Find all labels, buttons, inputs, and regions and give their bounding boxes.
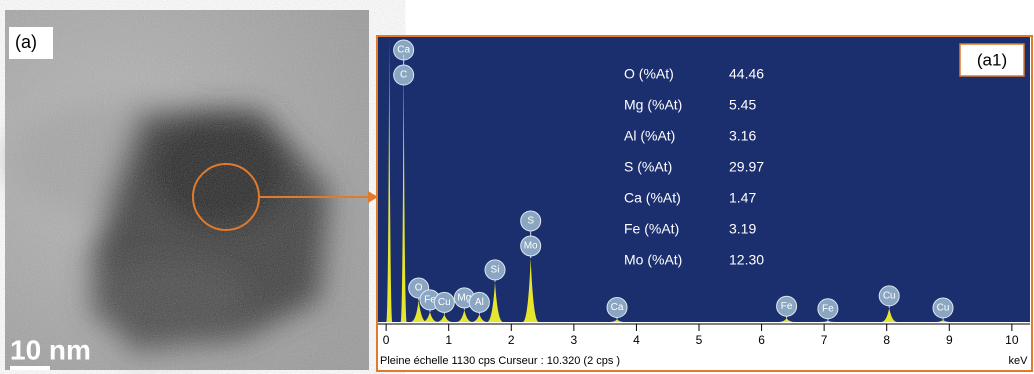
peak-label-bg bbox=[468, 291, 490, 313]
element-label: Fe (%At) bbox=[624, 221, 679, 237]
peak-label: Fe bbox=[781, 301, 793, 312]
x-tick-label: 2 bbox=[508, 333, 515, 347]
peak-label-bg bbox=[484, 259, 506, 281]
x-tick-label: 8 bbox=[883, 333, 890, 347]
peak bbox=[778, 318, 795, 322]
peak-label: Mo bbox=[524, 241, 538, 252]
peak-label-bg bbox=[932, 297, 954, 319]
peak bbox=[400, 54, 407, 322]
x-tick-label: 3 bbox=[571, 333, 578, 347]
scale-bar-label: 10 nm bbox=[10, 334, 91, 365]
peak-label: Fe bbox=[424, 295, 436, 306]
peak-label: C bbox=[400, 70, 407, 81]
element-label: O (%At) bbox=[624, 66, 674, 82]
peak-label: Al bbox=[475, 297, 484, 308]
x-tick-label: 1 bbox=[445, 333, 452, 347]
spectrum-panel: (a1) keV Pleine échelle 1130 cps Curseur… bbox=[376, 35, 1033, 372]
peak-label-bg bbox=[878, 285, 900, 307]
peak bbox=[421, 311, 438, 322]
element-value: 29.97 bbox=[729, 159, 764, 175]
x-unit: keV bbox=[1009, 355, 1029, 367]
peak-label: Fe bbox=[822, 303, 834, 314]
peak-label-bg bbox=[520, 235, 542, 257]
peak-label: Si bbox=[491, 265, 500, 276]
peak-label: Cu bbox=[438, 297, 451, 308]
element-value: 1.47 bbox=[729, 190, 756, 206]
panel-label: (a1) bbox=[977, 50, 1007, 69]
x-tick-label: 4 bbox=[633, 333, 640, 347]
x-tick-label: 7 bbox=[821, 333, 828, 347]
element-value: 12.30 bbox=[729, 252, 764, 268]
x-tick-label: 5 bbox=[696, 333, 703, 347]
peak bbox=[386, 37, 393, 322]
peak-label: Ca bbox=[611, 302, 624, 313]
peak bbox=[487, 281, 504, 322]
element-value: 5.45 bbox=[729, 97, 756, 113]
peak-label-bg bbox=[606, 296, 628, 318]
peak bbox=[471, 314, 488, 322]
x-tick-label: 9 bbox=[946, 333, 953, 347]
element-label: Ca (%At) bbox=[624, 190, 681, 206]
peak bbox=[456, 309, 473, 322]
tem-image: (a) 10 nm bbox=[5, 10, 378, 370]
peak-label: Ca bbox=[397, 45, 410, 56]
element-value: 44.46 bbox=[729, 66, 764, 82]
element-label: S (%At) bbox=[624, 159, 672, 175]
peak bbox=[410, 300, 427, 322]
element-label: Al (%At) bbox=[624, 128, 675, 144]
element-label: Mo (%At) bbox=[624, 252, 682, 268]
peak bbox=[609, 319, 626, 322]
footer: Pleine échelle 1130 cps Curseur : 10.320… bbox=[380, 355, 620, 367]
x-tick-label: 0 bbox=[383, 333, 390, 347]
peak bbox=[819, 320, 836, 322]
peak bbox=[522, 257, 539, 322]
peak-label: Cu bbox=[937, 303, 950, 314]
peak-label-bg bbox=[520, 210, 542, 232]
peak-label: Cu bbox=[883, 291, 896, 302]
peak-label: O bbox=[415, 283, 423, 294]
peak-label-bg bbox=[433, 291, 455, 313]
element-value: 3.19 bbox=[729, 221, 756, 237]
element-value: 3.16 bbox=[729, 128, 756, 144]
peak bbox=[436, 314, 453, 322]
peak-label-bg bbox=[393, 64, 415, 86]
peak-label: Mg bbox=[457, 293, 471, 304]
peak bbox=[935, 319, 952, 322]
peak-label-bg bbox=[817, 298, 839, 320]
peak bbox=[881, 307, 898, 322]
x-tick-label: 10 bbox=[1005, 333, 1019, 347]
panel-label: (a) bbox=[15, 32, 37, 52]
x-tick-label: 6 bbox=[758, 333, 765, 347]
peak-label: S bbox=[527, 216, 534, 227]
peak-label-bg bbox=[776, 295, 798, 317]
element-label: Mg (%At) bbox=[624, 97, 682, 113]
